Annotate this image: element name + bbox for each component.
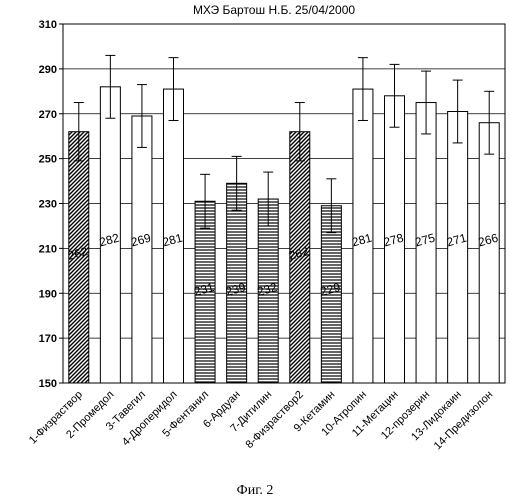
- x-tick-label: 4-Дроперидол: [120, 389, 180, 449]
- x-tick-label: 14-Предизолон: [432, 389, 496, 453]
- y-tick-label: 270: [39, 109, 57, 121]
- x-tick-label: 1-Физраствор: [27, 389, 85, 447]
- y-tick-label: 170: [39, 333, 57, 345]
- x-axis-labels: 1-Физраствор2-Промедол3-Тавегил4-Дропери…: [27, 389, 495, 453]
- y-tick-label: 230: [39, 199, 57, 211]
- y-axis-ticks: 150 170 190 210 230 250 270 290 310: [39, 19, 63, 390]
- gridlines: [63, 24, 505, 383]
- y-tick-label: 150: [39, 378, 57, 390]
- y-tick-label: 210: [39, 243, 57, 255]
- y-tick-label: 310: [39, 19, 57, 31]
- y-tick-label: 190: [39, 288, 57, 300]
- bar: [132, 116, 152, 383]
- y-tick-label: 290: [39, 64, 57, 76]
- y-tick-label: 250: [39, 154, 57, 166]
- bar: [479, 123, 499, 383]
- chart-title: МХЭ Бартош Н.Б. 25/04/2000: [193, 3, 355, 17]
- figure-caption: Фиг. 2: [237, 483, 274, 498]
